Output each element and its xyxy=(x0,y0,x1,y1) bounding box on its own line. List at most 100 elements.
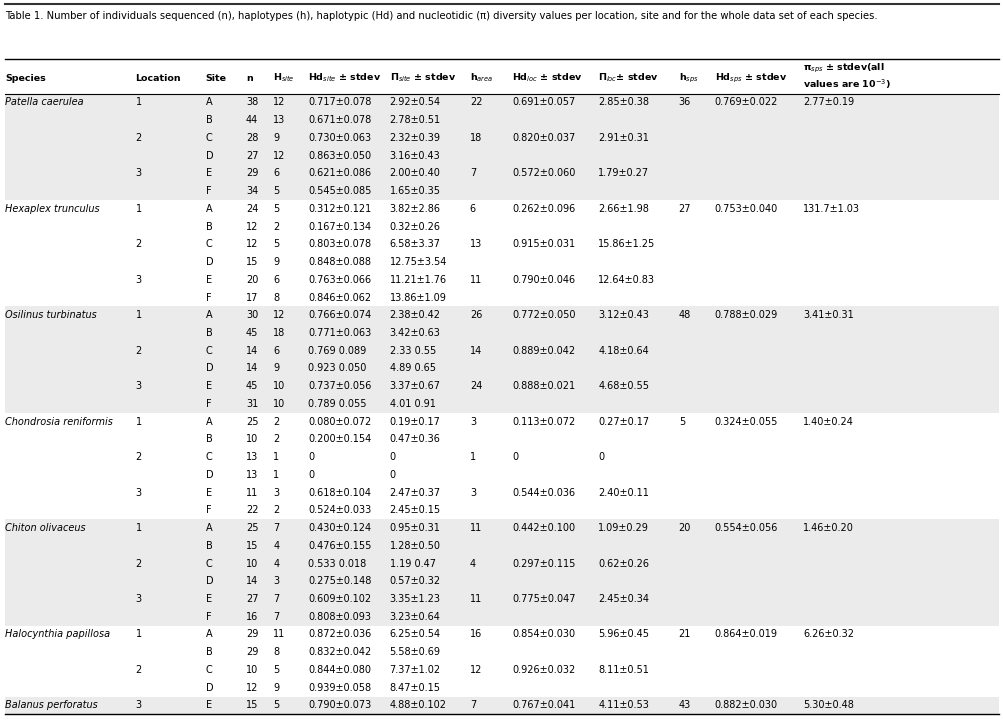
Text: 3: 3 xyxy=(469,487,475,498)
Text: 0.832±0.042: 0.832±0.042 xyxy=(308,647,371,657)
Text: D: D xyxy=(206,257,214,267)
Text: 8: 8 xyxy=(273,647,279,657)
Text: 17: 17 xyxy=(246,292,258,302)
Text: 4: 4 xyxy=(469,559,475,569)
Text: 3: 3 xyxy=(273,487,279,498)
Text: 11: 11 xyxy=(469,523,481,533)
Text: Site: Site xyxy=(206,73,227,83)
Text: Species: Species xyxy=(5,73,46,83)
Text: 0.621±0.086: 0.621±0.086 xyxy=(308,168,371,179)
Text: 0.772±0.050: 0.772±0.050 xyxy=(512,310,575,320)
Text: 12: 12 xyxy=(246,222,258,232)
Text: 12: 12 xyxy=(273,97,285,107)
Text: 22: 22 xyxy=(246,505,258,516)
Text: Hd$_\mathit{sps}$ ± stdev: Hd$_\mathit{sps}$ ± stdev xyxy=(714,71,786,84)
Bar xyxy=(5,626,998,696)
Text: 0: 0 xyxy=(512,452,518,462)
Text: 10: 10 xyxy=(246,665,258,675)
Text: 2.66±1.98: 2.66±1.98 xyxy=(598,204,649,214)
Text: E: E xyxy=(206,594,212,604)
Text: 6.58±3.37: 6.58±3.37 xyxy=(389,239,440,249)
Text: Hexaplex trunculus: Hexaplex trunculus xyxy=(5,204,99,214)
Text: 0.820±0.037: 0.820±0.037 xyxy=(512,133,575,143)
Text: 2.91±0.31: 2.91±0.31 xyxy=(598,133,649,143)
Text: 4.11±0.53: 4.11±0.53 xyxy=(598,701,649,711)
Text: B: B xyxy=(206,541,213,551)
Text: 4.88±0.102: 4.88±0.102 xyxy=(389,701,446,711)
Text: 4: 4 xyxy=(273,541,279,551)
Text: 15.86±1.25: 15.86±1.25 xyxy=(598,239,655,249)
Text: Hd$_\mathit{loc}$ ± stdev: Hd$_\mathit{loc}$ ± stdev xyxy=(512,72,582,84)
Bar xyxy=(5,94,998,200)
Text: 9: 9 xyxy=(273,257,279,267)
Text: 4.18±0.64: 4.18±0.64 xyxy=(598,346,649,356)
Text: 0.775±0.047: 0.775±0.047 xyxy=(512,594,575,604)
Text: 29: 29 xyxy=(246,629,258,639)
Text: 2.47±0.37: 2.47±0.37 xyxy=(389,487,440,498)
Bar xyxy=(5,307,998,413)
Text: 0.312±0.121: 0.312±0.121 xyxy=(308,204,371,214)
Text: 0: 0 xyxy=(389,452,395,462)
Text: 0.476±0.155: 0.476±0.155 xyxy=(308,541,371,551)
Text: 0.789 0.055: 0.789 0.055 xyxy=(308,399,366,409)
Text: 3: 3 xyxy=(273,576,279,586)
Text: D: D xyxy=(206,683,214,693)
Text: 2: 2 xyxy=(273,434,279,444)
Text: 29: 29 xyxy=(246,647,258,657)
Text: 0.882±0.030: 0.882±0.030 xyxy=(714,701,777,711)
Text: 0.767±0.041: 0.767±0.041 xyxy=(512,701,575,711)
Text: 0.854±0.030: 0.854±0.030 xyxy=(512,629,575,639)
Text: 8: 8 xyxy=(273,292,279,302)
Text: 0.57±0.32: 0.57±0.32 xyxy=(389,576,440,586)
Text: 0.19±0.17: 0.19±0.17 xyxy=(389,417,440,427)
Text: 1.65±0.35: 1.65±0.35 xyxy=(389,186,440,196)
Text: 2.38±0.42: 2.38±0.42 xyxy=(389,310,440,320)
Text: 11: 11 xyxy=(469,275,481,285)
Text: 0.297±0.115: 0.297±0.115 xyxy=(512,559,575,569)
Text: 8.47±0.15: 8.47±0.15 xyxy=(389,683,440,693)
Text: 0.790±0.046: 0.790±0.046 xyxy=(512,275,575,285)
Text: 12.75±3.54: 12.75±3.54 xyxy=(389,257,446,267)
Text: 5: 5 xyxy=(273,665,279,675)
Bar xyxy=(5,519,998,626)
Text: F: F xyxy=(206,186,212,196)
Text: 5.58±0.69: 5.58±0.69 xyxy=(389,647,440,657)
Text: 3: 3 xyxy=(135,701,141,711)
Text: 3.41±0.31: 3.41±0.31 xyxy=(802,310,854,320)
Text: 0.95±0.31: 0.95±0.31 xyxy=(389,523,440,533)
Text: D: D xyxy=(206,576,214,586)
Text: 0.275±0.148: 0.275±0.148 xyxy=(308,576,371,586)
Text: 14: 14 xyxy=(246,576,258,586)
Text: C: C xyxy=(206,559,213,569)
Text: C: C xyxy=(206,665,213,675)
Text: B: B xyxy=(206,328,213,338)
Text: 3.42±0.63: 3.42±0.63 xyxy=(389,328,440,338)
Text: 0.717±0.078: 0.717±0.078 xyxy=(308,97,371,107)
Text: 1.28±0.50: 1.28±0.50 xyxy=(389,541,440,551)
Text: 3: 3 xyxy=(135,594,141,604)
Text: Hd$_\mathit{site}$ ± stdev: Hd$_\mathit{site}$ ± stdev xyxy=(308,72,381,84)
Text: 2.33 0.55: 2.33 0.55 xyxy=(389,346,435,356)
Text: 12: 12 xyxy=(246,239,258,249)
Text: 2.00±0.40: 2.00±0.40 xyxy=(389,168,440,179)
Text: A: A xyxy=(206,629,213,639)
Text: 15: 15 xyxy=(246,701,258,711)
Text: 3: 3 xyxy=(135,275,141,285)
Text: 0.803±0.078: 0.803±0.078 xyxy=(308,239,371,249)
Text: 12: 12 xyxy=(273,150,285,161)
Text: A: A xyxy=(206,417,213,427)
Text: 15: 15 xyxy=(246,257,258,267)
Text: 0.753±0.040: 0.753±0.040 xyxy=(714,204,777,214)
Text: n: n xyxy=(246,73,253,83)
Text: 1.46±0.20: 1.46±0.20 xyxy=(802,523,854,533)
Text: Halocynthia papillosa: Halocynthia papillosa xyxy=(5,629,110,639)
Text: Location: Location xyxy=(135,73,181,83)
Text: 1: 1 xyxy=(273,452,279,462)
Text: 5.30±0.48: 5.30±0.48 xyxy=(802,701,854,711)
Text: 26: 26 xyxy=(469,310,481,320)
Text: 5: 5 xyxy=(273,204,279,214)
Text: 12: 12 xyxy=(469,665,481,675)
Text: C: C xyxy=(206,133,213,143)
Text: 3.23±0.64: 3.23±0.64 xyxy=(389,612,440,621)
Text: 0.691±0.057: 0.691±0.057 xyxy=(512,97,575,107)
